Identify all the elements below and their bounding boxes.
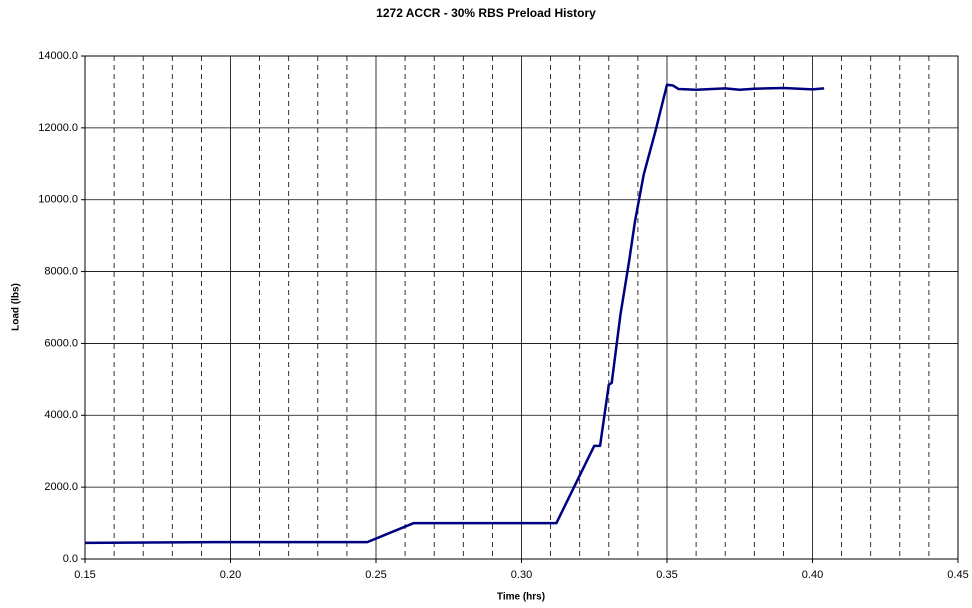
x-tick-label: 0.35 — [656, 569, 677, 581]
x-tick-label: 0.30 — [511, 569, 532, 581]
y-tick-label: 12000.0 — [38, 122, 78, 134]
data-line — [84, 83, 825, 545]
y-tick-label: 2000.0 — [44, 481, 78, 493]
x-tick-label: 0.40 — [802, 569, 823, 581]
x-tick-label: 0.20 — [220, 569, 241, 581]
y-tick-label: 14000.0 — [38, 50, 78, 62]
x-tick-label: 0.25 — [365, 569, 386, 581]
x-tick-label: 0.15 — [74, 569, 95, 581]
y-tick-label: 8000.0 — [44, 265, 78, 277]
y-tick-label: 4000.0 — [44, 409, 78, 421]
y-tick-label: 10000.0 — [38, 194, 78, 206]
x-axis-title: Time (hrs) — [497, 592, 545, 603]
chart-title: 1272 ACCR - 30% RBS Preload History — [376, 6, 596, 20]
y-tick-label: 0.0 — [63, 553, 78, 565]
y-tick-label: 6000.0 — [44, 337, 78, 349]
y-axis-title: Load (lbs) — [11, 283, 22, 331]
x-tick-label: 0.45 — [947, 569, 968, 581]
